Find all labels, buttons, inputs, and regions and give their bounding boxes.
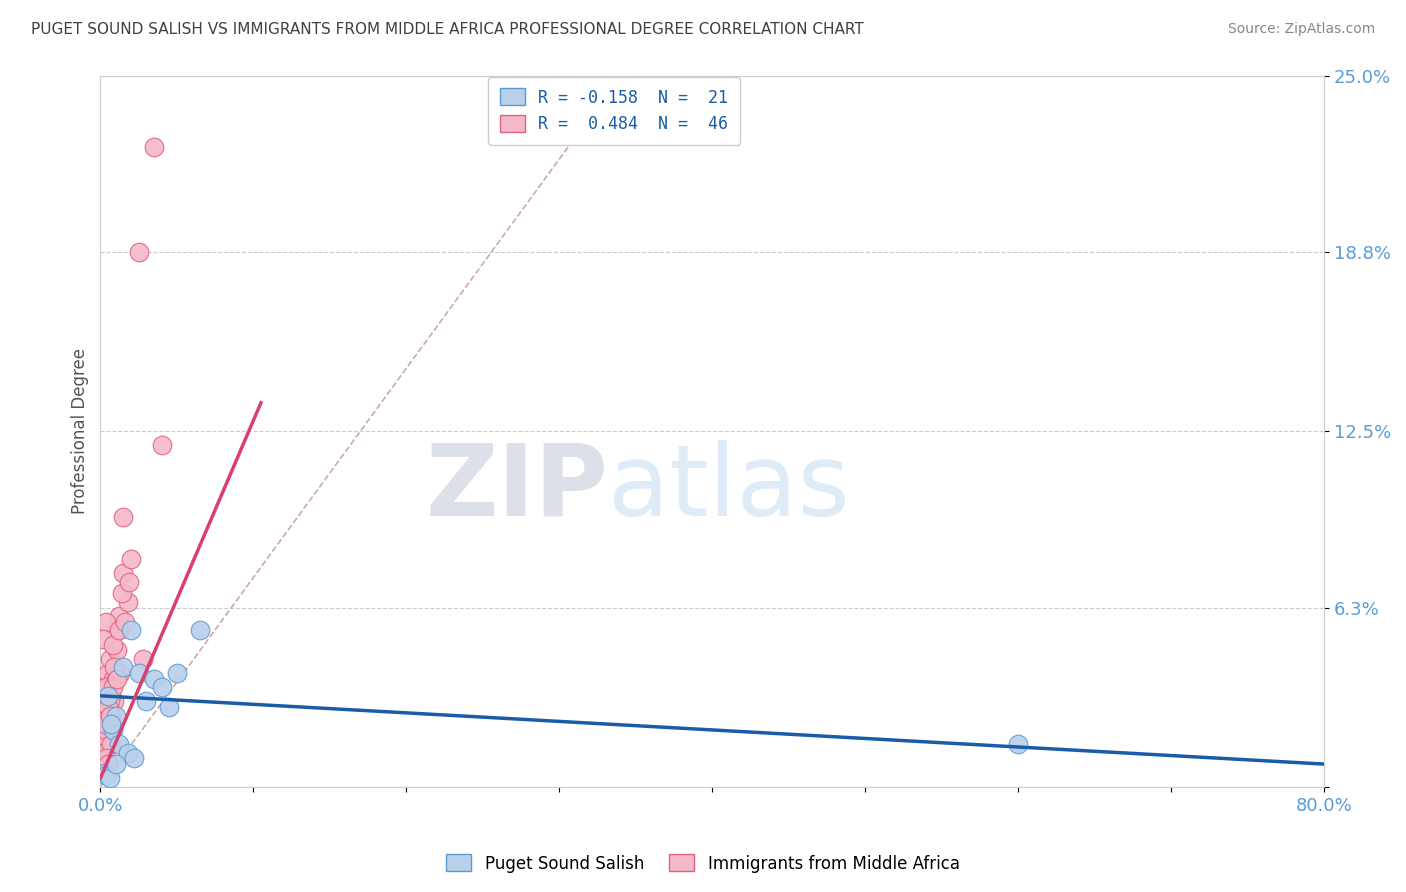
Point: [118, 574, 141, 589]
Point: [150, 680, 173, 694]
Point: [94, 717, 117, 731]
Point: [96, 723, 118, 737]
Point: [97, 689, 120, 703]
Point: [104, 672, 127, 686]
Point: [96, 768, 118, 782]
Point: [117, 595, 139, 609]
Point: [128, 244, 150, 259]
Point: [112, 566, 135, 581]
Point: [100, 737, 122, 751]
Point: [96, 615, 118, 629]
Point: [93, 723, 115, 737]
Point: [97, 700, 120, 714]
Point: [111, 586, 134, 600]
Point: [112, 660, 135, 674]
Point: [128, 666, 150, 681]
Point: [101, 638, 124, 652]
Legend: Puget Sound Salish, Immigrants from Middle Africa: Puget Sound Salish, Immigrants from Midd…: [440, 847, 966, 880]
Point: [103, 694, 125, 708]
Point: [98, 652, 121, 666]
Legend: R = -0.158  N =  21, R =  0.484  N =  46: R = -0.158 N = 21, R = 0.484 N = 46: [488, 77, 740, 145]
Point: [114, 615, 136, 629]
Point: [100, 689, 122, 703]
Point: [110, 666, 132, 681]
Point: [135, 694, 157, 708]
Point: [107, 624, 129, 638]
Point: [96, 680, 118, 694]
Point: [105, 643, 128, 657]
Point: [142, 672, 165, 686]
Point: [101, 680, 124, 694]
Point: [98, 717, 121, 731]
Text: Source: ZipAtlas.com: Source: ZipAtlas.com: [1227, 22, 1375, 37]
Point: [104, 757, 127, 772]
Point: [93, 632, 115, 646]
Point: [98, 772, 121, 786]
Point: [97, 737, 120, 751]
Point: [97, 666, 120, 681]
Point: [93, 746, 115, 760]
Point: [157, 700, 180, 714]
Point: [117, 746, 139, 760]
Text: atlas: atlas: [609, 440, 849, 537]
Point: [166, 666, 188, 681]
Point: [98, 708, 121, 723]
Point: [104, 708, 127, 723]
Point: [94, 708, 117, 723]
Point: [96, 751, 118, 765]
Point: [112, 509, 135, 524]
Point: [94, 680, 117, 694]
Point: [98, 694, 121, 708]
Point: [188, 624, 211, 638]
Point: [120, 552, 142, 566]
Point: [100, 708, 122, 723]
Point: [107, 737, 129, 751]
Point: [142, 139, 165, 153]
Point: [101, 723, 124, 737]
Point: [94, 765, 117, 780]
Point: [97, 757, 120, 772]
Text: ZIP: ZIP: [425, 440, 609, 537]
Point: [120, 624, 142, 638]
Point: [101, 672, 124, 686]
Point: [105, 672, 128, 686]
Point: [94, 729, 117, 743]
Point: [104, 624, 127, 638]
Point: [97, 700, 120, 714]
Point: [122, 751, 145, 765]
Point: [132, 652, 155, 666]
Point: [150, 438, 173, 452]
Text: PUGET SOUND SALISH VS IMMIGRANTS FROM MIDDLE AFRICA PROFESSIONAL DEGREE CORRELAT: PUGET SOUND SALISH VS IMMIGRANTS FROM MI…: [31, 22, 863, 37]
Y-axis label: Professional Degree: Professional Degree: [72, 348, 89, 514]
Point: [103, 660, 125, 674]
Point: [107, 609, 129, 624]
Point: [100, 717, 122, 731]
Point: [1007, 737, 1029, 751]
